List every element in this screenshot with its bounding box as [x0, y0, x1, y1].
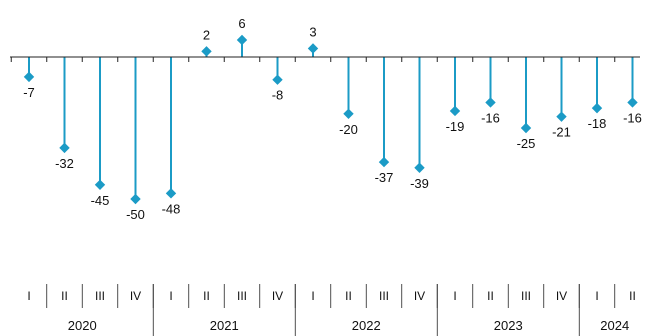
- data-point-marker: [378, 156, 390, 168]
- quarter-tick-label: II: [203, 289, 210, 303]
- quarter-tick-label: III: [521, 289, 531, 303]
- data-label: -16: [623, 110, 642, 125]
- quarter-tick-label: I: [311, 289, 314, 303]
- data-point-marker: [449, 105, 461, 117]
- data-point-marker: [272, 74, 283, 85]
- data-point-marker: [627, 97, 638, 108]
- year-label: 2021: [210, 318, 239, 333]
- data-point-marker: [201, 46, 212, 57]
- data-label: -50: [126, 207, 145, 222]
- data-label: -32: [55, 156, 74, 171]
- data-point-marker: [485, 97, 496, 108]
- data-label: 2: [203, 27, 210, 42]
- data-point-marker: [165, 188, 177, 199]
- data-label: 6: [238, 16, 245, 31]
- year-label: 2024: [600, 318, 629, 333]
- markers-group: [23, 34, 638, 205]
- data-label: -37: [375, 170, 394, 185]
- quarter-tick-label: I: [169, 289, 172, 303]
- quarter-tick-label: IV: [414, 289, 425, 303]
- quarter-tick-label: II: [61, 289, 68, 303]
- quarter-tick-label: IV: [556, 289, 567, 303]
- data-label: -45: [91, 193, 110, 208]
- year-label: 2022: [352, 318, 381, 333]
- data-point-marker: [414, 162, 425, 173]
- quarter-tick-label: III: [379, 289, 389, 303]
- quarter-tick-label: II: [629, 289, 636, 303]
- data-label: 3: [309, 24, 316, 39]
- data-point-marker: [130, 193, 141, 205]
- quarter-tick-label: I: [453, 289, 456, 303]
- data-point-marker: [520, 122, 532, 134]
- data-point-marker: [343, 108, 354, 119]
- data-label: -19: [446, 119, 465, 134]
- data-label: -21: [552, 125, 571, 140]
- data-labels-group: -7 -32 -45 -50 -48 2 6 -8 3 -20 -37 -39 -19 -16 -25 -21…: [23, 16, 642, 222]
- year-label: 2020: [68, 318, 97, 333]
- quarter-tick-label: III: [237, 289, 247, 303]
- data-label: -8: [272, 88, 284, 103]
- quarter-tick-label: II: [487, 289, 494, 303]
- data-label: -7: [23, 85, 35, 100]
- quarter-tick-label: I: [595, 289, 598, 303]
- data-point-marker: [59, 142, 70, 154]
- data-label: -16: [481, 110, 500, 125]
- stems-group: [28, 39, 634, 199]
- data-point-marker: [236, 34, 248, 46]
- data-label: -20: [339, 122, 358, 137]
- quarter-tick-label: II: [345, 289, 352, 303]
- data-point-marker: [556, 111, 567, 122]
- quarter-tick-label: III: [95, 289, 105, 303]
- data-point-marker: [307, 43, 319, 54]
- data-label: -48: [162, 201, 181, 216]
- year-label: 2023: [494, 318, 523, 333]
- data-point-marker: [94, 179, 106, 190]
- data-point-marker: [23, 71, 35, 83]
- quarter-tick-label: IV: [130, 289, 141, 303]
- data-point-marker: [591, 102, 603, 114]
- data-label: -25: [517, 136, 536, 151]
- quarter-tick-label: I: [27, 289, 30, 303]
- data-label: -39: [410, 176, 429, 191]
- quarter-tick-label: IV: [272, 289, 283, 303]
- data-label: -18: [588, 116, 607, 131]
